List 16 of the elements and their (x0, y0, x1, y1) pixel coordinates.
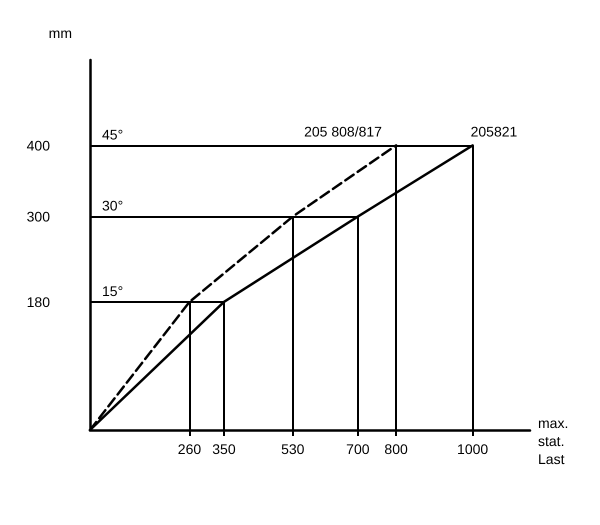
x-axis-title: max. stat. Last (538, 415, 568, 467)
series-label: 205821 (470, 123, 518, 140)
x-tick-label: 1000 (457, 441, 488, 457)
x-tick-label: 800 (384, 441, 408, 457)
x-tick-label: 700 (346, 441, 370, 457)
y-axis-title: mm (48, 25, 72, 41)
y-tick-label: 400 (26, 137, 50, 154)
x-tick-label: 530 (281, 441, 305, 457)
y-tick-label: 300 (26, 208, 50, 225)
y-tick-label: 180 (26, 294, 50, 310)
annotation: 45° (102, 126, 124, 142)
series-label: 205 808/817 (304, 123, 382, 140)
annotation: 30° (102, 198, 124, 214)
x-tick-label: 260 (178, 441, 202, 457)
annotation: 15° (102, 282, 124, 299)
x-tick-label: 350 (212, 441, 236, 457)
